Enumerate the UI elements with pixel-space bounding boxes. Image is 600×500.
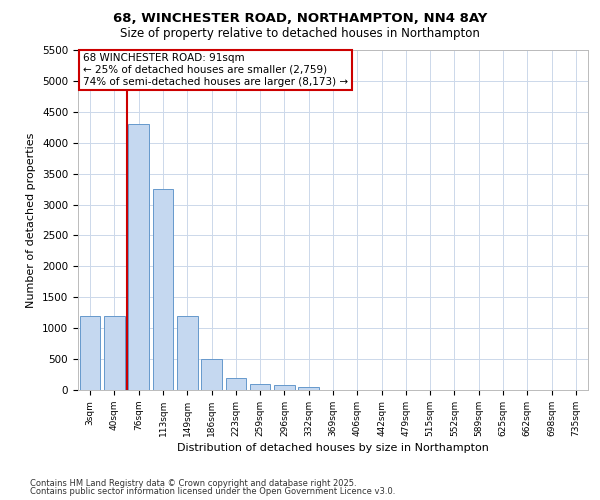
Text: Size of property relative to detached houses in Northampton: Size of property relative to detached ho… <box>120 28 480 40</box>
Bar <box>80 316 100 390</box>
Text: Contains HM Land Registry data © Crown copyright and database right 2025.: Contains HM Land Registry data © Crown c… <box>30 478 356 488</box>
Bar <box>274 386 295 390</box>
Text: 68 WINCHESTER ROAD: 91sqm
← 25% of detached houses are smaller (2,759)
74% of se: 68 WINCHESTER ROAD: 91sqm ← 25% of detac… <box>83 54 348 86</box>
Bar <box>128 124 149 390</box>
Text: Contains public sector information licensed under the Open Government Licence v3: Contains public sector information licen… <box>30 487 395 496</box>
Bar <box>177 316 197 390</box>
Bar <box>250 384 271 390</box>
Bar <box>201 359 222 390</box>
Bar <box>226 378 246 390</box>
X-axis label: Distribution of detached houses by size in Northampton: Distribution of detached houses by size … <box>177 443 489 453</box>
Bar <box>298 387 319 390</box>
Y-axis label: Number of detached properties: Number of detached properties <box>26 132 37 308</box>
Bar <box>152 189 173 390</box>
Bar <box>104 316 125 390</box>
Text: 68, WINCHESTER ROAD, NORTHAMPTON, NN4 8AY: 68, WINCHESTER ROAD, NORTHAMPTON, NN4 8A… <box>113 12 487 26</box>
